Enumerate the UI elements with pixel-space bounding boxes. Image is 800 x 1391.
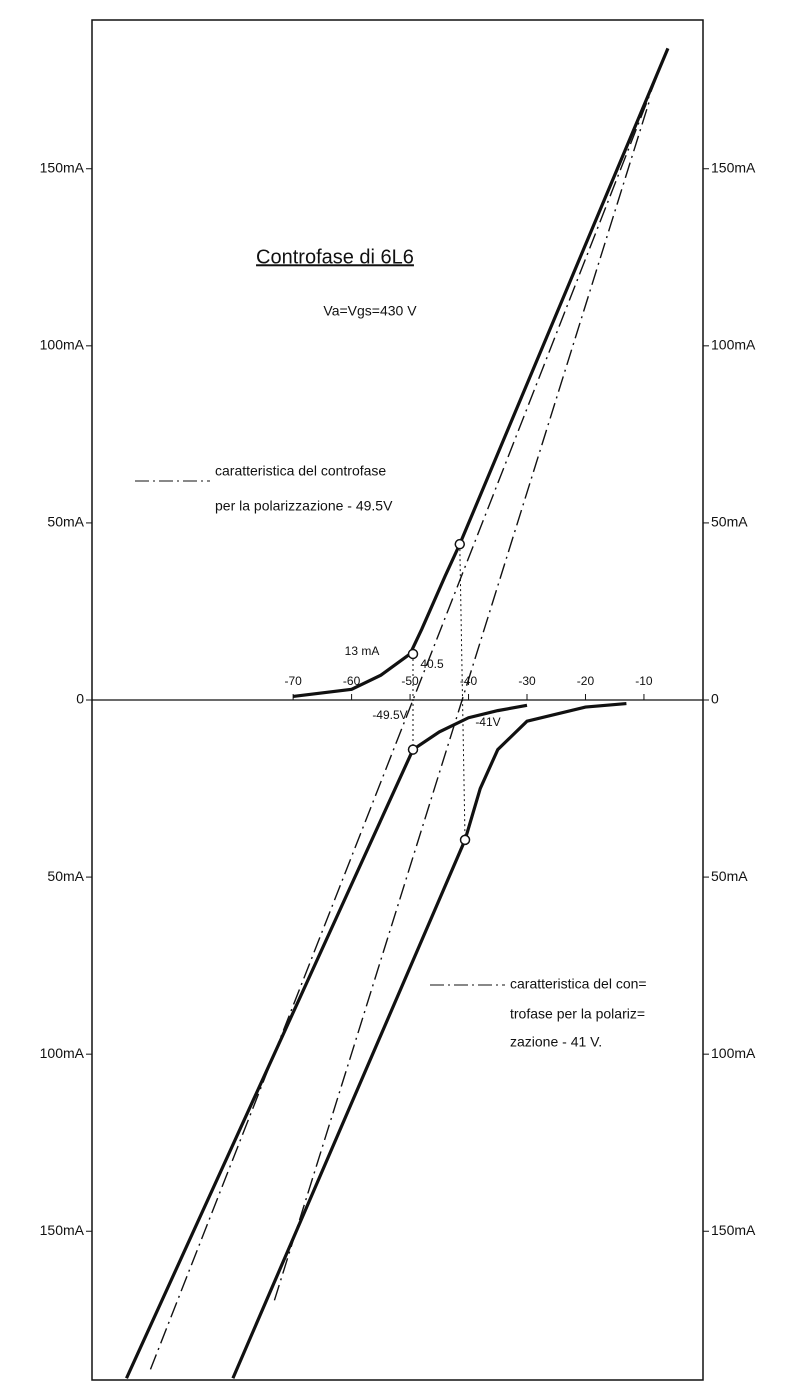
x-tick-label: -60 [343,674,361,688]
annotation: 13 mA [345,644,380,658]
annotation: -41V [475,715,500,729]
annotation: caratteristica del controfase [215,463,386,479]
annotation: -49.5V [372,708,407,722]
annotation: trofase per la polariz= [510,1006,645,1022]
y2-tick-label: 0 [711,691,719,707]
point-marker [407,648,419,660]
chart-title: Controfase di 6L6 [256,246,414,268]
y2-tick-label: 150mA [711,159,756,175]
y-tick-label: 100mA [40,337,85,353]
point-marker [454,538,466,550]
chart-subtitle: Va=Vgs=430 V [323,303,417,319]
y2-tick-label: 50mA [711,514,748,530]
series-line [292,47,670,699]
y-tick-label: 150mA [40,159,85,175]
y-tick-label: 50mA [47,868,84,884]
annotation: 40.5 [420,657,444,671]
x-tick-label: -50 [401,674,419,688]
y2-tick-label: 100mA [711,337,756,353]
x-tick-label: -20 [577,674,595,688]
annotation: per la polarizzazione - 49.5V [215,498,393,514]
y-tick-label: 0 [76,691,84,707]
x-tick-label: -70 [284,674,302,688]
y2-tick-label: 100mA [711,1045,756,1061]
x-tick-label: -10 [635,674,653,688]
annotation: zazione - 41 V. [510,1034,602,1050]
x-tick-label: -30 [518,674,536,688]
y-tick-label: 50mA [47,514,84,530]
series-line [149,48,669,1370]
y-tick-label: 150mA [40,1222,85,1238]
annotation: caratteristica del con= [510,976,647,992]
point-marker [459,834,471,846]
guide-line [459,544,466,840]
y2-tick-label: 150mA [711,1222,756,1238]
y2-tick-label: 50mA [711,868,748,884]
y-tick-label: 100mA [40,1045,85,1061]
point-marker [407,744,419,755]
